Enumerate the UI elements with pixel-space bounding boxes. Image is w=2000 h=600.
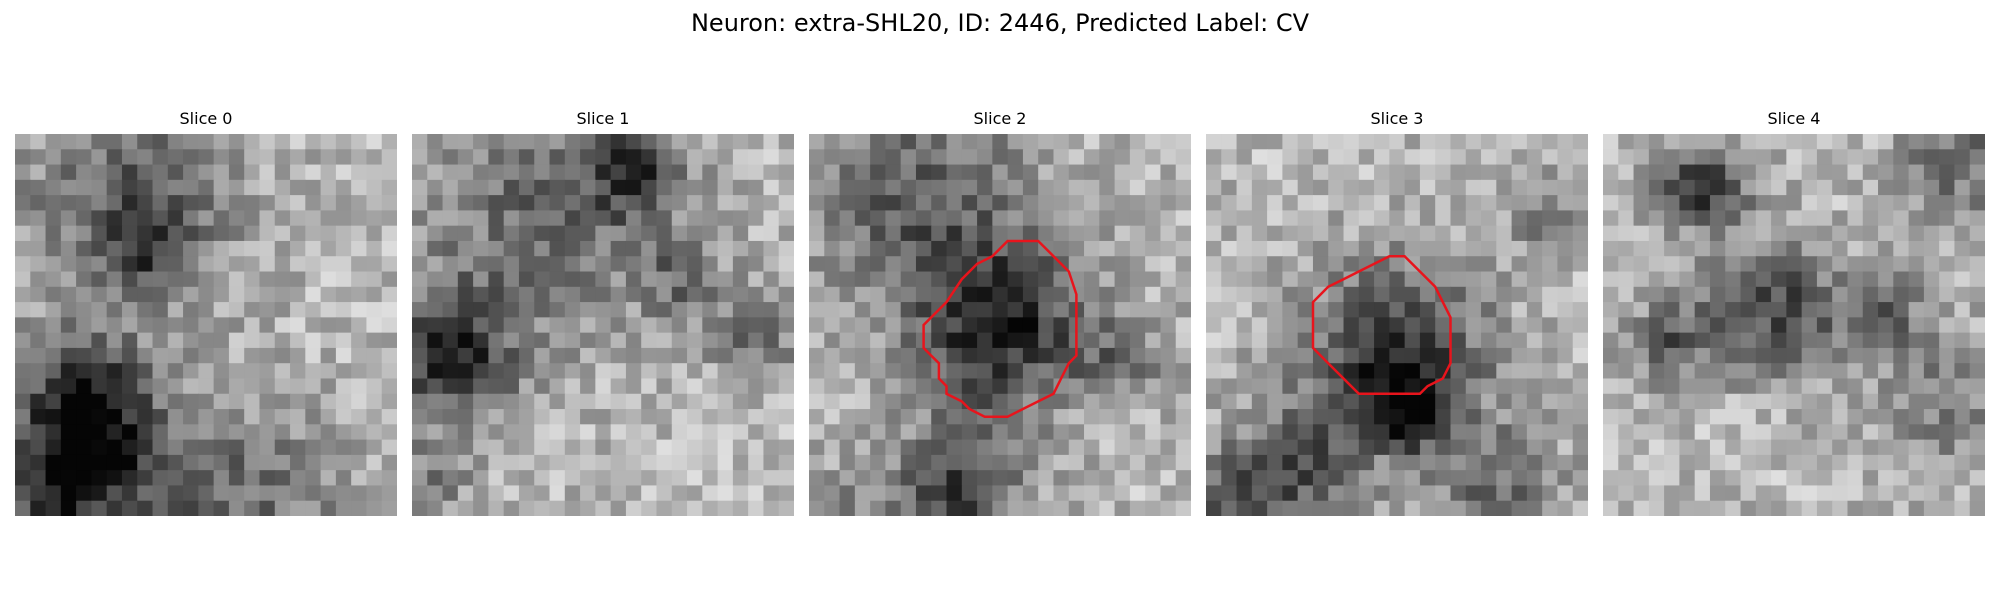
slice-panel-4: Slice 4 (1603, 109, 1985, 516)
figure-title: Neuron: extra-SHL20, ID: 2446, Predicted… (690, 9, 1310, 37)
slice-image-2 (809, 134, 1191, 516)
slice-title: Slice 4 (1767, 109, 1821, 128)
slice-panel-2: Slice 2 (809, 109, 1191, 516)
slice-image-1 (412, 134, 794, 516)
slice-title: Slice 0 (179, 109, 233, 128)
slice-image-3 (1206, 134, 1588, 516)
slice-panel-3: Slice 3 (1206, 109, 1588, 516)
slice-image-4 (1603, 134, 1985, 516)
slice-title: Slice 3 (1370, 109, 1424, 128)
slice-image-0 (15, 134, 397, 516)
slice-title: Slice 1 (576, 109, 630, 128)
segmentation-contour (922, 239, 1078, 418)
slice-panel-1: Slice 1 (412, 109, 794, 516)
slice-title: Slice 2 (973, 109, 1027, 128)
slice-panel-0: Slice 0 (15, 109, 397, 516)
segmentation-contour (1311, 254, 1452, 396)
